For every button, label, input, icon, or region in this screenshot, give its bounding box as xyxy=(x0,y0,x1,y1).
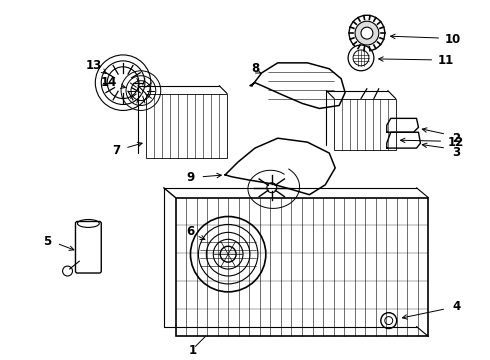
Text: 4: 4 xyxy=(452,300,460,313)
Text: 10: 10 xyxy=(445,32,461,46)
Circle shape xyxy=(355,21,379,45)
Text: 6: 6 xyxy=(186,225,195,238)
Text: 1: 1 xyxy=(188,344,196,357)
FancyBboxPatch shape xyxy=(75,221,101,273)
Text: 9: 9 xyxy=(186,171,195,184)
Circle shape xyxy=(267,183,277,193)
Circle shape xyxy=(348,45,374,71)
Text: 12: 12 xyxy=(448,136,465,149)
Text: 13: 13 xyxy=(85,59,101,72)
Bar xyxy=(334,99,396,150)
Text: 3: 3 xyxy=(452,145,460,158)
Circle shape xyxy=(349,15,385,51)
Circle shape xyxy=(361,27,373,39)
Text: 7: 7 xyxy=(112,144,120,157)
Bar xyxy=(175,198,428,337)
Text: 5: 5 xyxy=(43,235,51,248)
Text: 2: 2 xyxy=(452,132,460,145)
Bar xyxy=(146,94,227,158)
Text: 8: 8 xyxy=(251,62,259,75)
Text: 11: 11 xyxy=(438,54,454,67)
Text: 14: 14 xyxy=(101,76,118,89)
